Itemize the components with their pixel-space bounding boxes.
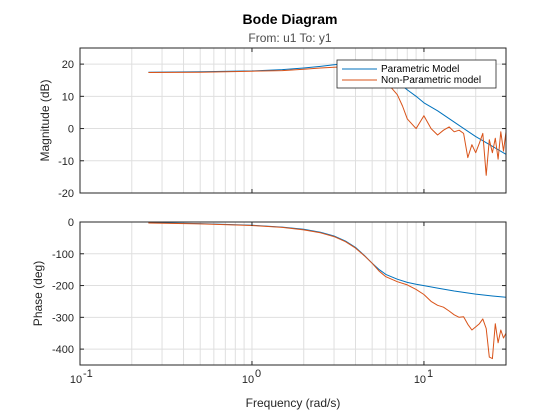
legend-box	[336, 59, 497, 89]
phase-ytick-label: -200	[52, 281, 74, 293]
x-tick-label: 10	[242, 374, 254, 386]
phase-ytick-label: -100	[52, 249, 74, 261]
phase-plot-area	[80, 222, 506, 365]
phase-ytick-label: -400	[52, 344, 74, 356]
x-tick-label: 10	[70, 374, 82, 386]
x-axis-label: Frequency (rad/s)	[246, 396, 341, 410]
magnitude-ytick-label: -20	[58, 188, 74, 200]
phase-series-non-parametric-model	[148, 222, 506, 360]
magnitude-ytick-label: 0	[68, 124, 74, 136]
x-tick-labels: 10 -1 10 0 10 1	[70, 368, 433, 386]
magnitude-frame	[79, 47, 507, 194]
magnitude-y-ticks: -20 -10 0 10 20	[58, 48, 506, 200]
chart-subtitle: From: u1 To: y1	[248, 31, 331, 45]
x-tick-exponent: 0	[255, 368, 261, 380]
legend-label-nonparametric: Non-Parametric model	[381, 75, 481, 86]
legend-label-parametric: Parametric Model	[381, 64, 459, 75]
phase-ytick-label: -300	[52, 312, 74, 324]
x-tick-exponent: -1	[83, 368, 93, 380]
magnitude-y-axis-label: Magnitude (dB)	[38, 79, 52, 161]
magnitude-ytick-label: 10	[62, 91, 74, 103]
phase-y-axis-label: Phase (deg)	[31, 261, 45, 326]
legend: Parametric Model Non-Parametric model	[336, 59, 497, 89]
chart-title: Bode Diagram	[243, 11, 338, 27]
phase-series	[148, 222, 506, 360]
phase-y-ticks: -400 -300 -200 -100 0	[52, 217, 506, 365]
x-tick-exponent: 1	[427, 368, 433, 380]
phase-ytick-label: 0	[68, 217, 74, 229]
phase-panel: -400 -300 -200 -100 0 Phase (deg)	[31, 217, 507, 366]
magnitude-ytick-label: 20	[62, 59, 74, 71]
magnitude-ytick-label: -10	[58, 156, 74, 168]
phase-frame	[79, 221, 507, 366]
x-tick-label: 10	[414, 374, 426, 386]
